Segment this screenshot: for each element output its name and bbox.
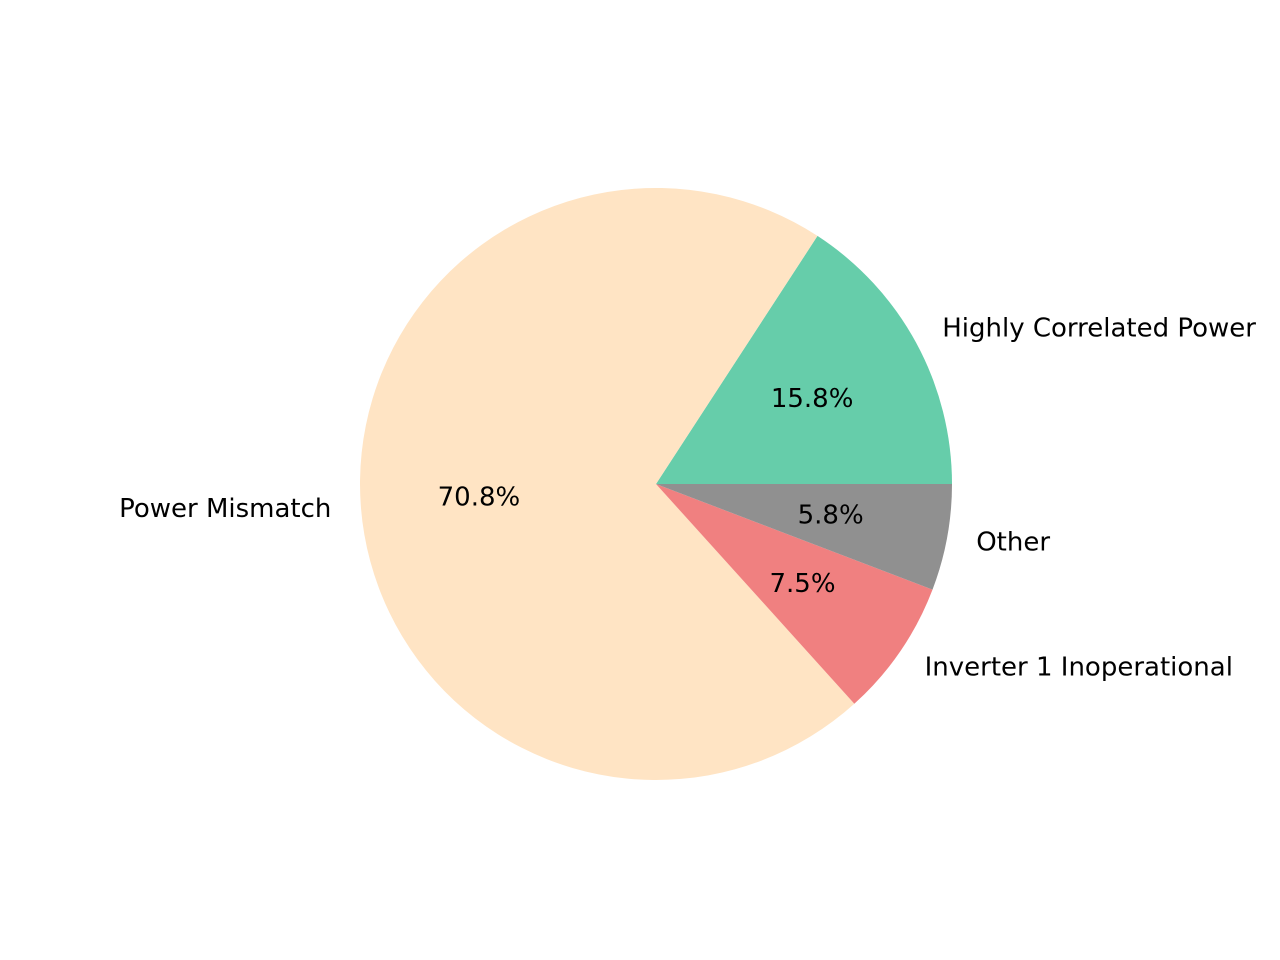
slice-label-highly-correlated-power: Highly Correlated Power	[942, 313, 1256, 343]
slice-label-inverter-1-inoperational: Inverter 1 Inoperational	[925, 653, 1233, 683]
slice-percent-inverter-1-inoperational: 7.5%	[769, 569, 835, 599]
pie-slices	[360, 188, 952, 780]
pie-slice-inverter-1-inoperational	[656, 484, 933, 704]
slice-percent-other: 5.8%	[798, 501, 864, 531]
pie-slice-other	[656, 484, 952, 590]
pie-labels: Highly Correlated Power 15.8% Power Mismat…	[119, 313, 1256, 682]
slice-label-other: Other	[976, 528, 1050, 558]
slice-percent-power-mismatch: 70.8%	[438, 482, 521, 512]
pie-slice-power-mismatch	[360, 188, 855, 780]
pie-slice-highly-correlated-power	[656, 235, 952, 484]
slice-label-power-mismatch: Power Mismatch	[119, 494, 331, 524]
slice-percent-highly-correlated-power: 15.8%	[771, 384, 854, 414]
